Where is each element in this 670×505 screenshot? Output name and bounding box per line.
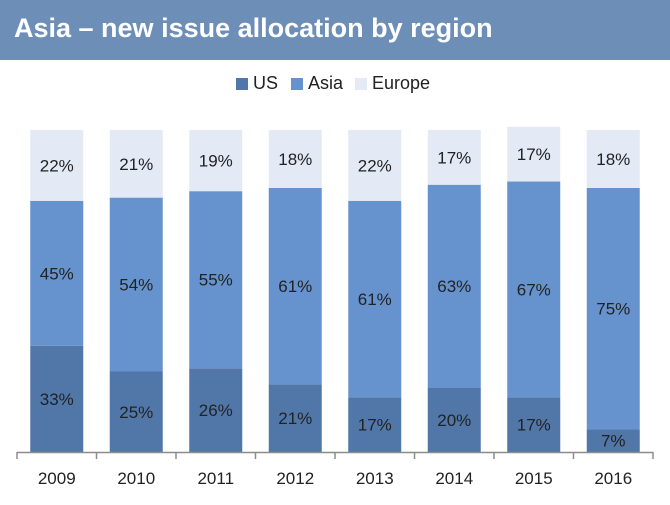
legend: US Asia Europe: [0, 72, 670, 96]
data-label-asia-2012: 61%: [278, 277, 312, 296]
legend-label-us: US: [253, 73, 279, 93]
bar-segment-us-2010: [109, 371, 163, 452]
data-label-us-2015: 17%: [517, 416, 551, 435]
bar-segment-asia-2011: [189, 191, 243, 369]
data-label-us-2010: 25%: [119, 403, 153, 422]
bar-segment-us-2012: [268, 384, 322, 452]
bar-segment-europe-2009: [30, 130, 84, 201]
data-label-asia-2009: 45%: [40, 264, 74, 283]
x-tick-label-2009: 2009: [38, 469, 76, 488]
bar-segment-us-2013: [348, 397, 402, 452]
data-label-us-2009: 33%: [40, 390, 74, 409]
data-label-us-2011: 26%: [199, 401, 233, 420]
data-label-europe-2010: 21%: [119, 155, 153, 174]
bar-segment-us-2009: [30, 345, 84, 452]
x-tick-label-2011: 2011: [197, 469, 234, 488]
bar-segment-europe-2015: [507, 126, 561, 182]
bar-segment-europe-2012: [268, 130, 322, 188]
bar-segment-asia-2012: [268, 187, 322, 385]
data-label-europe-2009: 22%: [40, 156, 74, 175]
data-label-asia-2015: 67%: [517, 280, 551, 299]
bar-segment-asia-2014: [427, 184, 481, 388]
data-label-europe-2014: 17%: [437, 148, 471, 167]
data-label-us-2016: 7%: [601, 432, 626, 451]
legend-swatch-asia: [291, 78, 303, 90]
legend-label-asia: Asia: [308, 73, 344, 93]
x-tick-label-2012: 2012: [276, 469, 314, 488]
x-tick-label-2013: 2013: [356, 469, 394, 488]
bar-segment-europe-2011: [189, 130, 243, 192]
bar-segment-asia-2010: [109, 197, 163, 372]
bar-segment-us-2014: [427, 387, 481, 452]
bar-segment-asia-2013: [348, 200, 402, 398]
legend-swatch-europe: [355, 78, 367, 90]
bar-segment-europe-2014: [427, 130, 481, 185]
bar-segment-us-2015: [507, 397, 561, 452]
x-tick-label-2015: 2015: [515, 469, 553, 488]
data-label-asia-2013: 61%: [358, 290, 392, 309]
data-label-asia-2010: 54%: [119, 276, 153, 295]
title-bar: Asia – new issue allocation by region: [0, 0, 670, 60]
data-label-us-2013: 17%: [358, 416, 392, 435]
data-label-europe-2013: 22%: [358, 156, 392, 175]
bar-segment-asia-2015: [507, 181, 561, 398]
bar-segment-us-2011: [189, 368, 243, 452]
x-tick-label-2010: 2010: [117, 469, 155, 488]
data-label-us-2012: 21%: [278, 409, 312, 428]
data-label-us-2014: 20%: [437, 411, 471, 430]
data-label-europe-2011: 19%: [199, 152, 233, 171]
bar-segment-europe-2010: [109, 130, 163, 198]
bar-segment-asia-2009: [30, 200, 84, 346]
data-label-europe-2012: 18%: [278, 150, 312, 169]
data-label-europe-2015: 17%: [517, 145, 551, 164]
bar-segment-europe-2016: [586, 130, 640, 188]
data-label-europe-2016: 18%: [596, 150, 630, 169]
bar-segment-europe-2013: [348, 130, 402, 201]
bar-segment-us-2016: [586, 429, 640, 452]
data-label-asia-2016: 75%: [596, 300, 630, 319]
x-tick-label-2014: 2014: [435, 469, 473, 488]
chart-title: Asia – new issue allocation by region: [14, 13, 493, 43]
data-label-asia-2011: 55%: [199, 271, 233, 290]
bar-segment-asia-2016: [586, 187, 640, 430]
x-tick-label-2016: 2016: [594, 469, 632, 488]
data-label-asia-2014: 63%: [437, 277, 471, 296]
legend-label-europe: Europe: [372, 73, 431, 93]
legend-swatch-us: [236, 78, 248, 90]
